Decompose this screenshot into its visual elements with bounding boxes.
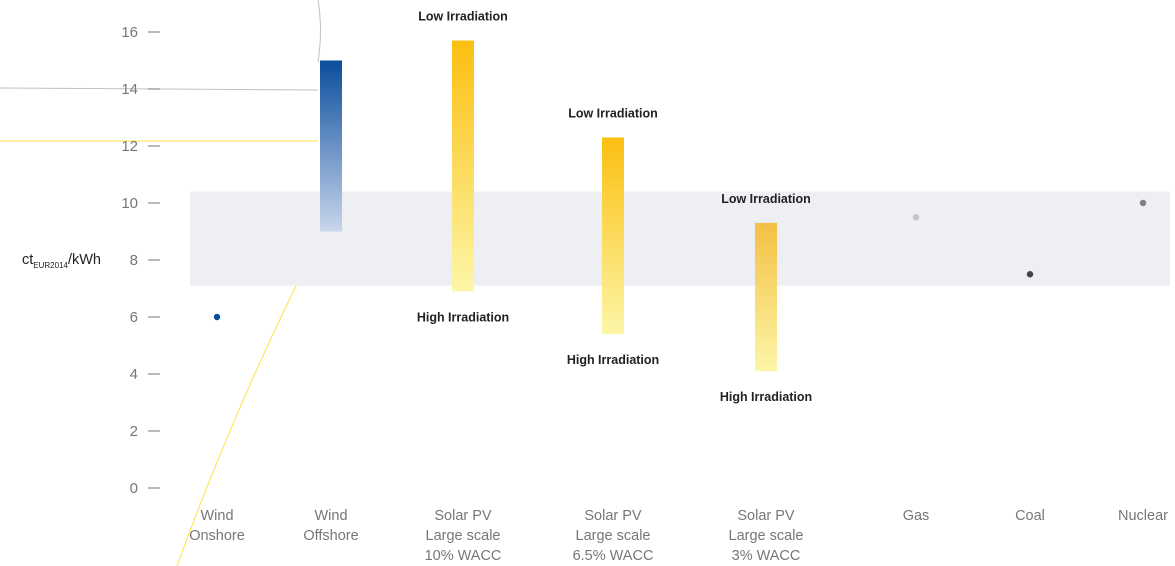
category-label: Coal [1015, 508, 1045, 524]
category-label: Wind Offshore [303, 508, 358, 544]
category-label: Solar PV Large scale 6.5% WACC [573, 508, 654, 564]
y-axis-label: ctEUR2014/kWh [22, 252, 101, 270]
range-bar [602, 137, 624, 335]
category-label: Solar PV Large scale 3% WACC [729, 508, 804, 564]
range-bar [452, 40, 474, 292]
y-tick-label: 10 [121, 195, 138, 212]
low-irradiation-label: Low Irradiation [418, 10, 508, 24]
category-labels: Wind Onshore Wind Offshore Solar PV Large sca… [189, 508, 1168, 564]
y-tick-label: 4 [130, 366, 138, 383]
y-tick-label: 8 [130, 252, 138, 269]
range-bars [320, 40, 777, 372]
y-tick-label: 12 [121, 138, 138, 155]
y-tick-label: 2 [130, 423, 138, 440]
decor-gray-curve [317, 0, 321, 63]
point-marker [213, 313, 221, 321]
y-axis-label-prefix: ct [22, 252, 34, 268]
y-tick-label: 16 [121, 24, 138, 41]
y-tick-label: 0 [130, 480, 138, 497]
y-tick-label: 6 [130, 309, 138, 326]
high-irradiation-label: High Irradiation [720, 390, 812, 404]
high-irradiation-label: High Irradiation [567, 353, 659, 367]
point-marker [1139, 199, 1147, 207]
point-marker [1026, 271, 1034, 278]
irradiation-annotations: Low Irradiation High Irradiation Low Irrad… [417, 10, 812, 405]
y-tick-label: 14 [121, 81, 138, 98]
category-label: Nuclear [1118, 508, 1168, 524]
reference-band-layer [190, 191, 1170, 286]
decor-yellow-curve [176, 281, 299, 566]
point-markers [213, 199, 1147, 321]
reference-band [190, 191, 1170, 286]
category-label: Gas [903, 508, 930, 524]
y-axis-label-suffix: /kWh [67, 252, 101, 268]
category-label: Solar PV Large scale 10% WACC [425, 508, 502, 564]
category-label: Wind Onshore [189, 508, 245, 544]
range-bar [755, 222, 777, 372]
low-irradiation-label: Low Irradiation [568, 106, 658, 120]
y-axis-label-subscript: EUR2014 [33, 260, 68, 270]
range-bar [320, 60, 342, 232]
high-irradiation-label: High Irradiation [417, 310, 509, 324]
low-irradiation-label: Low Irradiation [721, 192, 811, 206]
point-marker [912, 214, 920, 221]
y-axis-ticks: 0 2 4 6 8 10 12 14 16 [121, 24, 160, 497]
